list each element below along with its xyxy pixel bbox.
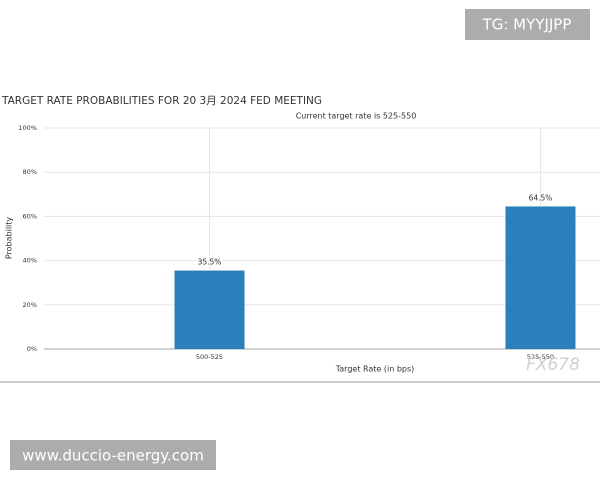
bar [174,270,245,349]
plot-area: 0% 20% 40% 60% 80% 100% 500-525 35.5% 525-550 64.… [18,124,600,361]
watermark-text: TG: MYYJJPP [482,16,572,34]
y-tick-label: 80% [23,168,37,176]
y-tick-label: 60% [23,212,37,220]
x-tick-label: 500-525 [196,353,223,361]
bar [505,206,576,349]
watermark-box [10,440,216,470]
watermark-text: FX678 [526,355,580,375]
x-tick-label: 525-550 [527,353,554,361]
chart-subtitle: Current target rate is 525-550 [296,112,417,121]
chart-title: TARGET RATE PROBABILITIES FOR 20 3月 2024… [1,95,322,107]
y-tick-label: 20% [23,301,37,309]
y-axis-label: Probability [5,217,14,260]
data-label: 35.5% [198,258,222,267]
y-tick-label: 100% [18,124,37,132]
y-tick-label: 0% [27,345,37,353]
watermark-box [465,9,590,40]
y-tick-label: 40% [23,257,37,265]
data-label: 64.5% [529,193,553,202]
x-axis-label: Target Rate (in bps) [335,365,415,374]
watermark-text: www.duccio-energy.com [22,447,204,465]
